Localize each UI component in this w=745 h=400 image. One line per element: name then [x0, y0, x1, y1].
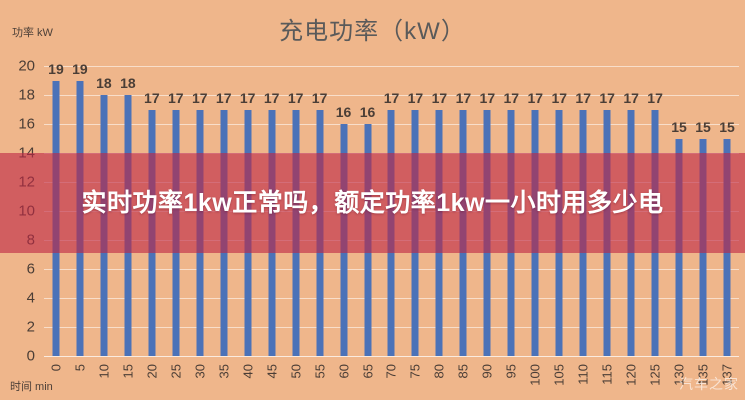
x-axis-tick-label: 120	[623, 364, 639, 386]
bar-value-label: 17	[215, 89, 232, 106]
x-axis-tick-label: 105	[551, 364, 567, 386]
bar-value-label: 17	[479, 89, 496, 106]
x-axis-tick-label: 125	[647, 364, 663, 386]
bar-value-label: 17	[455, 89, 472, 106]
x-axis-tick-label: 15	[120, 364, 136, 379]
bar-value-label: 17	[575, 89, 591, 106]
y-axis-tick-label: 18	[18, 86, 35, 104]
bar-value-label: 15	[719, 118, 735, 135]
bar-value-label: 17	[647, 89, 663, 106]
bar-value-label: 15	[671, 118, 687, 135]
y-axis-tick-label: 20	[18, 57, 35, 75]
bar-value-label: 17	[599, 89, 615, 106]
x-axis-tick-label: 115	[599, 364, 615, 385]
x-axis-tick-label: 20	[144, 364, 160, 379]
y-axis-tick-label: 16	[18, 115, 35, 133]
bar-value-label: 17	[144, 89, 160, 106]
x-axis-tick-label: 0	[48, 364, 64, 372]
x-axis-tick-label: 75	[407, 364, 423, 379]
y-axis-tick-label: 2	[26, 318, 35, 336]
x-axis-tick-label: 45	[264, 364, 280, 379]
x-axis-tick-label: 25	[168, 364, 184, 379]
watermark: 汽车之家	[679, 376, 739, 392]
x-axis-tick-label: 80	[431, 364, 447, 379]
bar-value-label: 15	[695, 118, 711, 135]
bar-value-label: 17	[527, 89, 544, 106]
bar-value-label: 17	[503, 89, 520, 106]
x-axis-tick-label: 100	[527, 364, 543, 386]
y-axis-tick-label: 0	[26, 347, 35, 365]
x-axis-tick-label: 110	[575, 364, 591, 385]
overlay-banner: 实时功率1kw正常吗，额定功率1kw一小时用多少电	[0, 153, 745, 253]
bar-value-label: 17	[383, 89, 400, 106]
x-axis-tick-label: 30	[192, 364, 208, 379]
x-axis-tick-label: 5	[72, 364, 88, 372]
x-axis-tick-label: 55	[312, 364, 328, 379]
gridline	[44, 95, 739, 96]
bar-value-label: 17	[431, 89, 448, 106]
bar-value-label: 17	[407, 89, 424, 106]
bar-value-label: 16	[359, 104, 376, 120]
x-axis-tick-label: 60	[336, 364, 352, 379]
gridline	[44, 356, 739, 357]
bar-value-label: 19	[72, 60, 88, 77]
x-axis-tick-label: 95	[503, 364, 519, 379]
bar-value-label: 17	[623, 89, 639, 106]
bar-value-label: 17	[551, 89, 568, 106]
x-axis-tick-label: 10	[96, 364, 112, 379]
y-axis-title: 功率 kW	[12, 27, 53, 39]
bar-value-label: 17	[263, 89, 280, 106]
y-axis-tick-label: 4	[26, 289, 35, 307]
bar-value-label: 19	[48, 60, 64, 77]
overlay-headline: 实时功率1kw正常吗，额定功率1kw一小时用多少电	[81, 188, 664, 217]
bar-value-label: 17	[287, 89, 304, 106]
bar-value-label: 18	[96, 75, 112, 91]
x-axis-tick-label: 35	[216, 364, 232, 379]
x-axis-tick-label: 40	[240, 364, 256, 379]
x-axis-title: 时间 min	[10, 381, 53, 393]
x-axis-tick-label: 65	[360, 364, 376, 379]
y-axis-tick-label: 6	[26, 260, 35, 278]
gridline	[44, 66, 739, 67]
x-axis-tick-label: 50	[288, 364, 304, 379]
bar-value-label: 17	[239, 89, 256, 106]
x-axis-tick-label: 70	[383, 364, 399, 379]
bar-value-label: 17	[167, 89, 184, 106]
chart-title: 充电功率（kW）	[279, 18, 466, 45]
x-axis-tick-label: 85	[455, 364, 471, 379]
x-axis-tick-label: 90	[479, 364, 495, 379]
bar-value-label: 17	[191, 89, 208, 106]
bar-value-label: 16	[335, 104, 352, 120]
bar-value-label: 17	[311, 89, 328, 106]
bar-value-label: 18	[120, 75, 136, 91]
